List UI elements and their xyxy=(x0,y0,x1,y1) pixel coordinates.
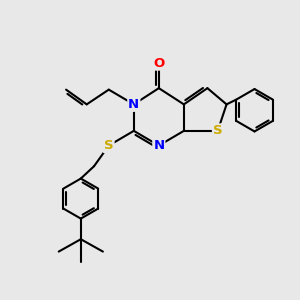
Text: N: N xyxy=(153,139,164,152)
Text: S: S xyxy=(213,124,223,137)
Text: S: S xyxy=(104,139,114,152)
Text: O: O xyxy=(153,57,164,70)
Text: N: N xyxy=(128,98,140,111)
